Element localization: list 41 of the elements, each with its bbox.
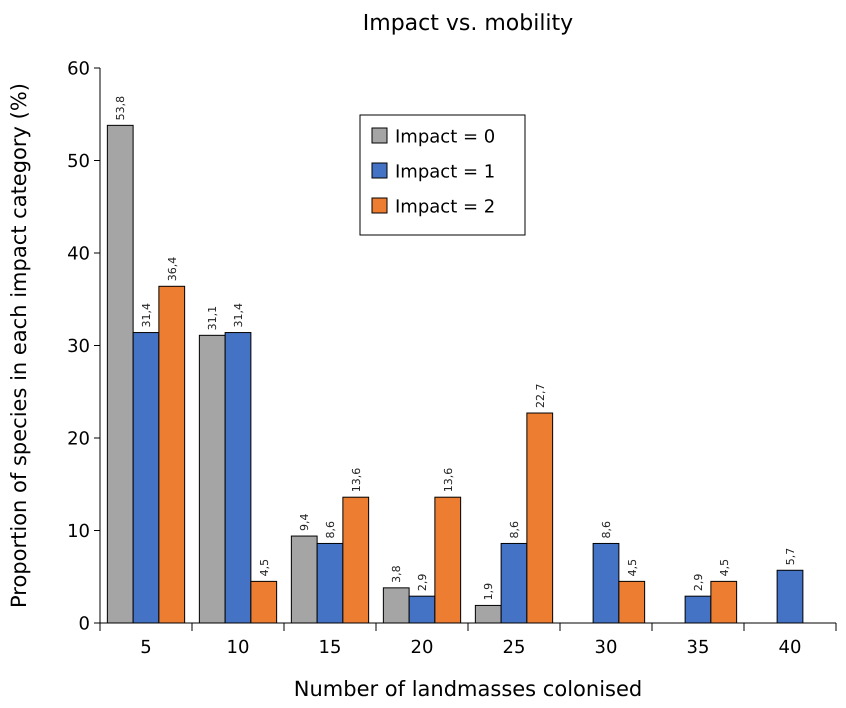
y-tick-label: 40 (67, 243, 90, 264)
x-tick-label: 5 (140, 637, 152, 658)
data-label: 36,4 (166, 256, 179, 282)
legend-label: Impact = 1 (395, 161, 496, 182)
data-label: 2,9 (416, 574, 429, 592)
data-label: 2,9 (692, 574, 705, 592)
data-label: 8,6 (508, 520, 521, 538)
data-label: 31,1 (206, 306, 220, 330)
y-axis-title: Proportion of species in each impact category (%) (7, 83, 31, 608)
data-label: 4,5 (718, 558, 731, 576)
y-tick-label: 20 (67, 428, 90, 450)
x-tick-label: 40 (778, 637, 802, 658)
chart-title: Impact vs. mobility (362, 11, 574, 36)
x-tick-label: 35 (686, 637, 710, 658)
y-tick-label: 60 (67, 58, 90, 80)
data-label: 9,4 (298, 514, 312, 532)
y-tick-label: 10 (67, 520, 90, 542)
data-label: 4,5 (258, 558, 271, 576)
x-tick-label: 15 (318, 637, 342, 658)
x-tick-label: 25 (502, 637, 526, 658)
y-tick-label: 30 (67, 336, 90, 357)
y-tick-label: 0 (78, 613, 90, 634)
data-label: 13,6 (442, 468, 455, 492)
x-tick-label: 10 (226, 637, 250, 658)
data-label: 8,6 (324, 520, 337, 538)
data-label: 53,8 (114, 96, 128, 120)
data-label: 8,6 (600, 520, 613, 538)
x-tick-label: 30 (594, 637, 618, 658)
y-tick-label: 50 (67, 150, 90, 172)
x-axis-title: Number of landmasses colonised (294, 677, 642, 701)
data-label: 3,8 (390, 565, 404, 583)
data-label: 5,7 (784, 548, 797, 566)
data-label: 31,4 (140, 303, 153, 328)
data-label: 4,5 (626, 558, 639, 576)
data-label: 22,7 (534, 384, 547, 408)
data-label: 13,6 (350, 468, 363, 492)
legend-label: Impact = 2 (395, 196, 496, 218)
legend-label: Impact = 0 (395, 126, 496, 148)
data-label: 31,4 (232, 303, 245, 328)
data-label: 1,9 (482, 582, 496, 600)
x-tick-label: 20 (410, 637, 434, 658)
